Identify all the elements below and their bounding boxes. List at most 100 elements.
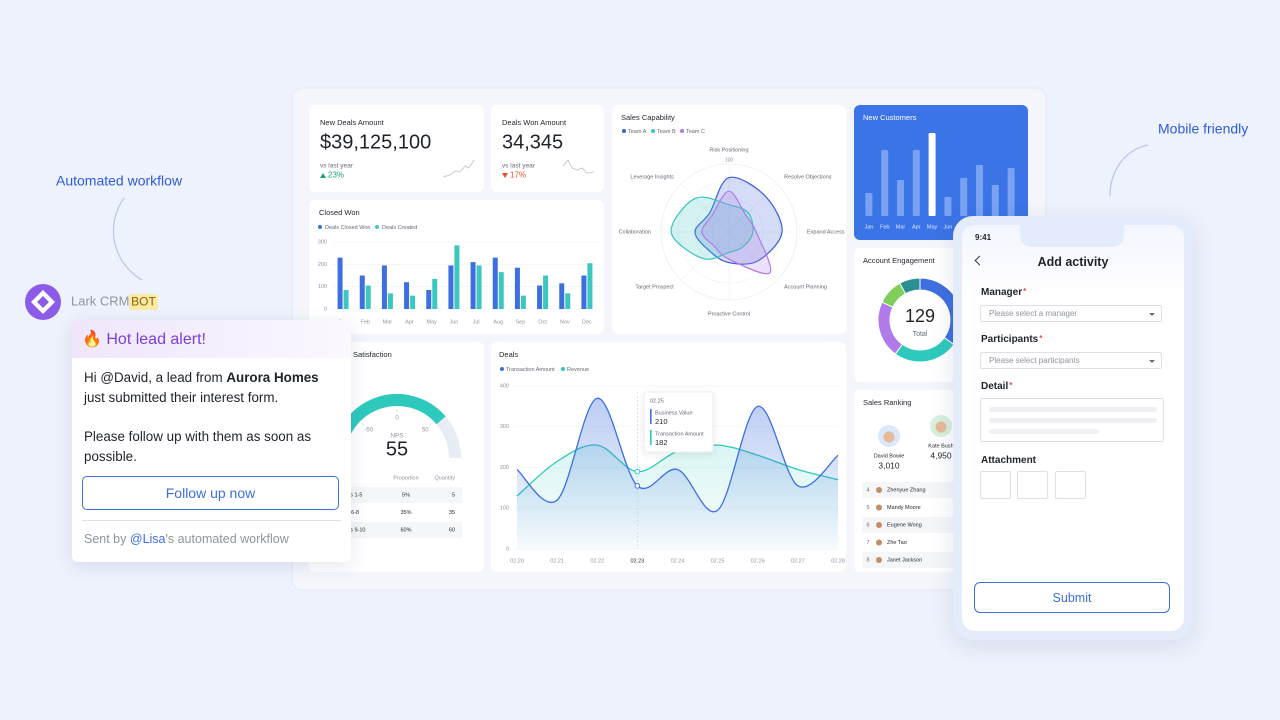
bar <box>359 275 365 309</box>
message-footer: Sent by @Lisa's automated workflow <box>84 532 289 546</box>
bar <box>454 245 460 309</box>
x-tick-label: Jan <box>864 224 873 230</box>
x-tick-label: May <box>427 319 438 325</box>
company: Aurora Homes <box>226 370 319 385</box>
bar <box>881 150 889 216</box>
textarea[interactable] <box>980 398 1164 442</box>
gauge-value-label: 55 <box>386 438 408 460</box>
table-row-bg <box>340 522 462 538</box>
bar <box>476 265 482 309</box>
phone-screen: 9:41 Add activity Manager* Please select… <box>962 225 1184 631</box>
submit-button[interactable]: Submit <box>974 582 1170 613</box>
table-cell: ctors 9-10 <box>341 527 365 533</box>
x-tick-label: Oct <box>538 319 547 325</box>
card <box>309 342 484 572</box>
kpi-note: vs last year <box>320 163 354 170</box>
y-tick-label: 200 <box>500 465 509 471</box>
avatar-face <box>935 421 947 433</box>
rank-row-bg <box>862 552 962 568</box>
kpi-value: 34,345 <box>502 131 563 153</box>
radar-area <box>670 196 754 260</box>
bar <box>1007 168 1015 216</box>
donut-total: 129 <box>905 306 935 326</box>
x-tick-label: Jun <box>449 319 458 325</box>
message-paragraph: Please follow up with them as soon as po… <box>84 429 312 464</box>
trend-arrow <box>320 173 326 178</box>
x-tick-label: Feb <box>361 319 370 325</box>
table-cell: 60% <box>400 527 411 533</box>
sparkline <box>562 159 595 174</box>
x-tick-label: Feb <box>880 224 889 230</box>
rank-row-bg <box>862 482 962 498</box>
annotation: Automated workflow <box>56 173 183 189</box>
bar <box>897 180 904 216</box>
x-tick-label: Nov <box>560 319 570 325</box>
y-tick-label: 0 <box>324 306 327 312</box>
annotation: Mobile friendly <box>1158 121 1248 137</box>
axis-label: Resolve Objections <box>784 174 832 180</box>
message-paragraph: Hi @David, a lead from Aurora Homes just… <box>84 368 339 408</box>
select[interactable]: Please select a manager <box>980 305 1162 322</box>
x-tick-label: Aug <box>493 319 503 325</box>
phone: 9:41 Add activity Manager* Please select… <box>953 216 1193 640</box>
bot-badge <box>129 294 158 310</box>
bar <box>865 193 873 216</box>
follow-up-button[interactable]: Follow up now <box>82 476 339 510</box>
table-header: Quantity <box>435 475 456 481</box>
text: just submitted their interest form. <box>84 390 279 405</box>
bar <box>928 133 936 216</box>
label-text: Participants <box>981 334 1039 345</box>
separator <box>82 520 341 521</box>
kpi-title: New Deals Amount <box>320 118 385 127</box>
rank-avatar <box>876 522 882 528</box>
x-tick-label: 02.27 <box>791 558 805 564</box>
legend-dot <box>500 367 504 371</box>
radar-area <box>694 176 783 265</box>
x-tick-label: Jun <box>943 224 952 230</box>
rank-number: 8 <box>866 557 869 563</box>
bar <box>365 285 371 309</box>
x-tick-label: 02.22 <box>590 558 604 564</box>
attachment-slot[interactable] <box>1055 471 1086 499</box>
rank-name: Zhenyue Zhang <box>887 487 926 493</box>
field-label: Manager* <box>981 287 1026 298</box>
bar <box>537 285 543 309</box>
rank-number: 4 <box>866 487 869 493</box>
bot-avatar <box>25 284 61 320</box>
card-title: Account Engagement <box>863 256 936 265</box>
table-cell: 35% <box>400 510 411 516</box>
x-tick-label: 02.25 <box>711 558 725 564</box>
y-tick-label: 100 <box>318 284 327 290</box>
bar <box>432 278 438 309</box>
rank-score: 4,950 <box>930 450 952 460</box>
trend-arrow <box>502 173 508 178</box>
message-card: 🔥 Hot lead alert! Hi @David, a lead from… <box>72 320 351 562</box>
radar-spoke <box>728 183 778 233</box>
bar <box>520 295 526 309</box>
user-mention[interactable]: @Lisa <box>129 532 166 546</box>
axis-label: Risk Positioning <box>709 147 748 153</box>
bar <box>448 265 454 309</box>
attachment-slot[interactable] <box>1017 471 1048 499</box>
select[interactable]: Please select participants <box>980 352 1162 369</box>
axis-label: Leverage Insights <box>630 174 674 180</box>
table-row-bg <box>340 487 462 503</box>
attachment-slot[interactable] <box>980 471 1011 499</box>
bar <box>381 265 387 309</box>
rank-row-bg <box>862 534 962 551</box>
rank-avatar <box>876 539 882 546</box>
x-tick-label: 02.21 <box>550 558 564 564</box>
bot-badge-text: BOT <box>131 295 156 309</box>
x-tick-label: 02.23 <box>630 558 644 564</box>
avatar-face <box>883 431 895 443</box>
card-title: Sales Ranking <box>863 398 911 407</box>
x-tick-label: Dec <box>582 319 592 325</box>
rank-score: 3,010 <box>878 460 900 470</box>
rank-name: Eugene Wong <box>887 522 922 528</box>
field-label: Participants* <box>981 334 1042 345</box>
sparkline <box>442 159 475 178</box>
card-title: Satisfaction <box>353 350 392 359</box>
rank-avatar <box>876 557 882 563</box>
table-cell: 5% <box>402 492 410 498</box>
